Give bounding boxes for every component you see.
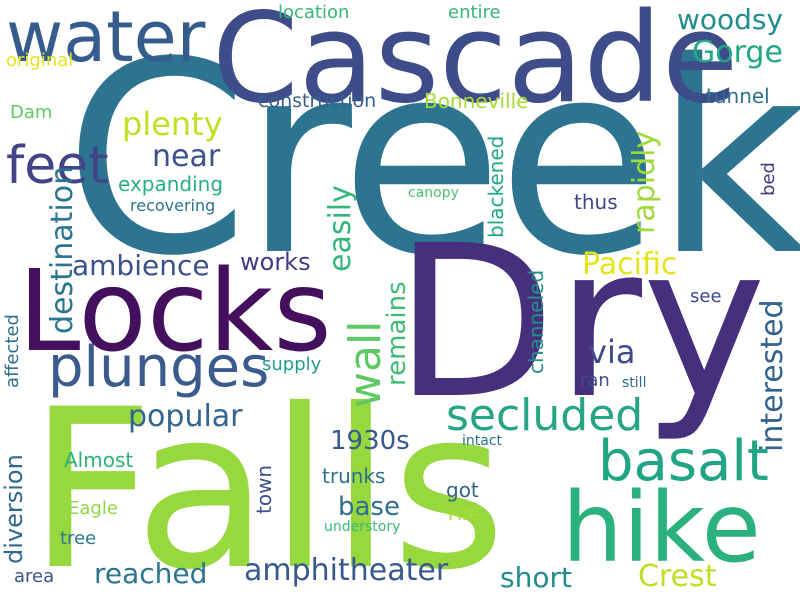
word-got: got [446, 478, 479, 502]
word-dry: Dry [394, 200, 767, 445]
word-ambience: ambience [72, 249, 210, 282]
word-town: town [252, 464, 276, 514]
word-easily: easily [323, 185, 358, 272]
word-affected: affected [2, 314, 23, 388]
word-eagle: Eagle [68, 498, 118, 519]
word-secluded: secluded [446, 390, 644, 441]
word-original: original [6, 50, 74, 71]
word-plenty: plenty [122, 105, 223, 143]
word-near: near [152, 139, 221, 174]
word-1930s: 1930s [330, 426, 410, 456]
word-cascade: Cascade [212, 0, 739, 131]
word-intact: intact [462, 433, 503, 449]
word-thus: thus [574, 190, 618, 214]
word-tunnel: tunnel [706, 84, 770, 108]
word-fire: Fire [448, 504, 481, 525]
word-entire: entire [448, 2, 501, 23]
word-crest: Crest [638, 559, 717, 594]
word-bed: bed [758, 162, 779, 196]
word-reached: reached [94, 557, 208, 590]
word-locks: Locks [18, 247, 332, 377]
word-expanding: expanding [118, 172, 224, 196]
word-short: short [500, 561, 572, 594]
word-pacific: Pacific [582, 247, 678, 282]
word-diversion: diversion [0, 454, 28, 564]
word-almost: Almost [64, 448, 134, 472]
word-ran: ran [580, 370, 610, 391]
word-recovering: recovering [130, 196, 216, 215]
word-interested: interested [755, 299, 790, 452]
word-supply: supply [262, 354, 322, 375]
word-see: see [690, 286, 722, 307]
word-hike: hike [562, 472, 761, 584]
word-via: via [588, 333, 636, 371]
word-blackened: blackened [484, 135, 508, 238]
word-woodsy: woodsy [677, 3, 784, 36]
word-remains: remains [382, 281, 412, 386]
word-plunges: plunges [48, 335, 270, 400]
word-dam: Dam [10, 102, 53, 123]
word-tree: tree [60, 528, 97, 549]
word-works: works [240, 248, 311, 276]
word-channeled: channeled [524, 269, 548, 374]
word-location: location [278, 2, 350, 23]
word-construction: construction [258, 90, 377, 112]
word-bonneville: Bonneville [424, 89, 529, 113]
word-area: area [14, 566, 55, 587]
word-gorge: Gorge [692, 35, 783, 70]
word-basalt: basalt [598, 429, 769, 494]
word-amphitheater: amphitheater [244, 553, 449, 588]
word-canopy: canopy [408, 185, 459, 201]
word-feet: feet [6, 136, 109, 196]
word-falls: Falls [28, 362, 507, 600]
word-popular: popular [128, 399, 243, 434]
word-trunks: trunks [322, 464, 386, 488]
word-water: water [6, 0, 206, 78]
word-understory: understory [324, 519, 401, 535]
word-still: still [622, 375, 647, 391]
word-creek: Creek [64, 6, 800, 314]
word-base: base [338, 492, 400, 522]
word-rapidly: rapidly [627, 130, 662, 234]
